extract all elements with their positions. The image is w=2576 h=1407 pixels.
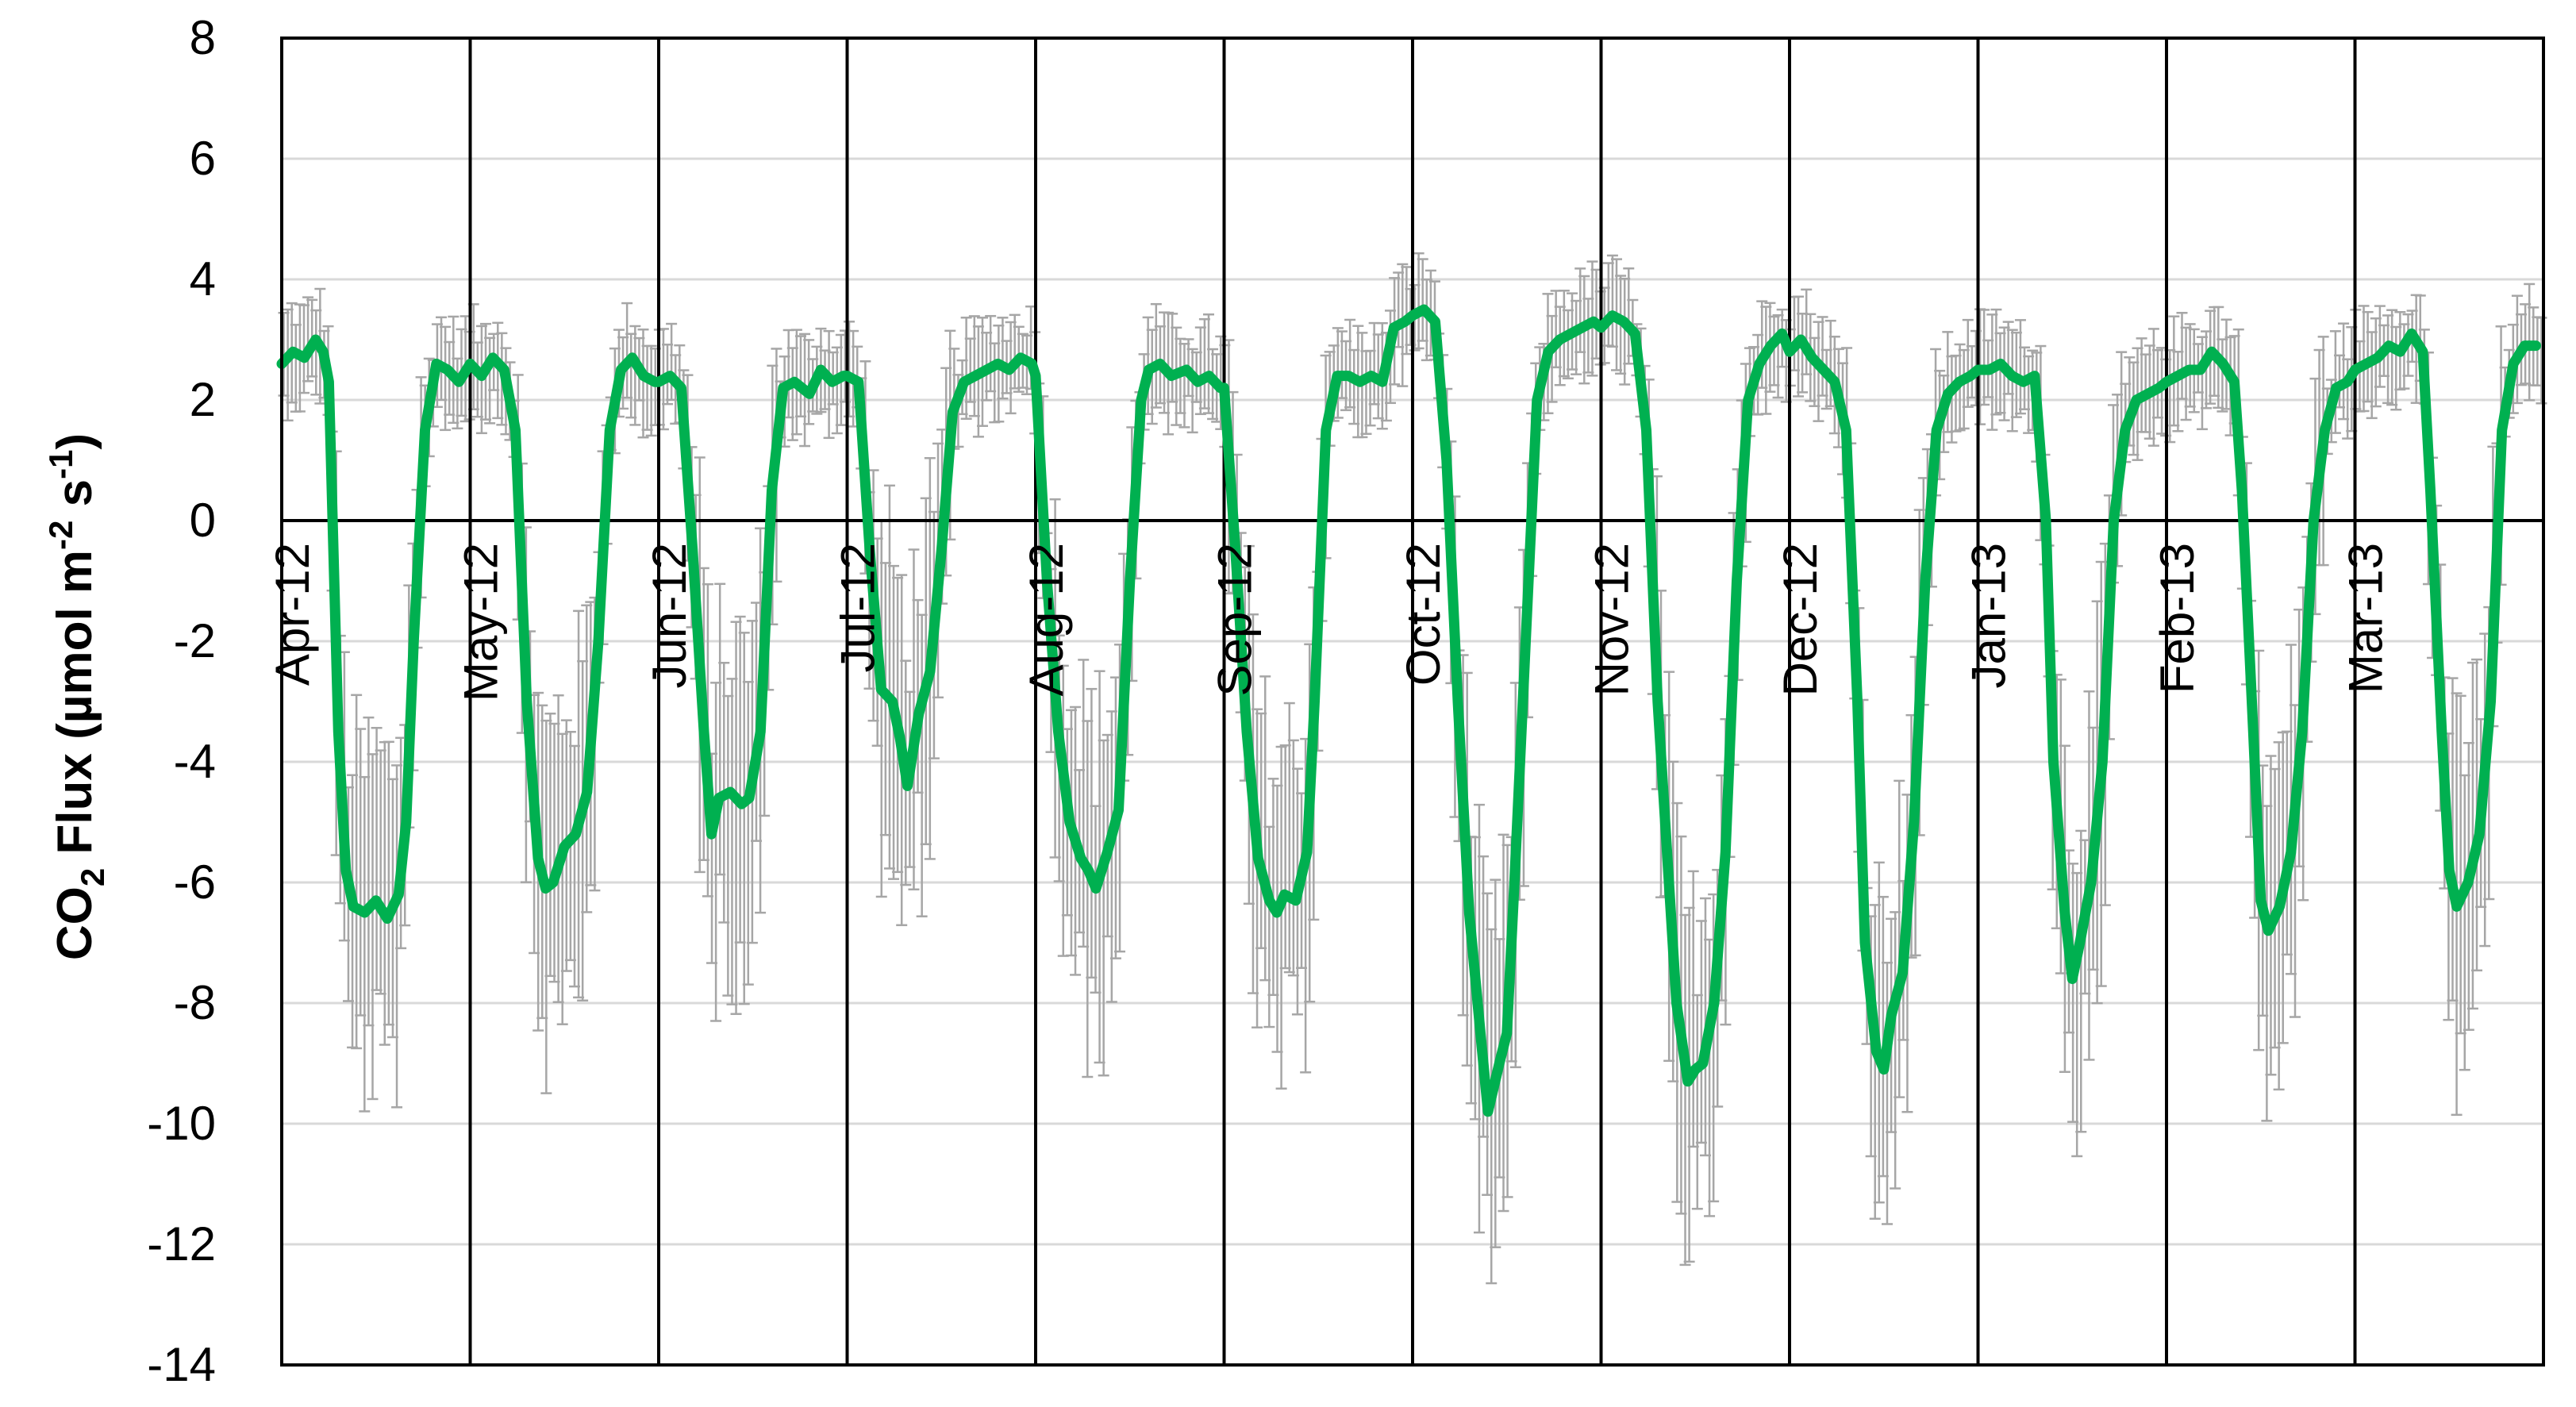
y-axis-tick-labels: 8 6 4 2 0 -2 -4 -6 -8 -10 -12 -14 <box>147 11 216 1391</box>
y-tick-label: 8 <box>190 11 216 64</box>
y-tick-label: -14 <box>147 1338 216 1391</box>
y-tick-label: 2 <box>190 373 216 426</box>
y-tick-label: 4 <box>190 252 216 306</box>
month-label: Oct-12 <box>1397 543 1450 686</box>
y-tick-label: 0 <box>190 494 216 547</box>
y-tick-label: -2 <box>174 614 216 667</box>
y-axis-title: CO2 Flux (µmol m-2 s-1) <box>42 433 111 960</box>
y-tick-label: -10 <box>147 1097 216 1150</box>
month-labels: Apr-12 May-12 Jun-12 Jul-12 Aug-12 Sep-12 Oct-… <box>266 543 2393 702</box>
y-tick-label: -6 <box>174 855 216 909</box>
month-label: May-12 <box>455 543 508 702</box>
y-tick-label: -4 <box>174 735 216 788</box>
month-label: Nov-12 <box>1586 543 1639 696</box>
month-label: Apr-12 <box>266 543 319 686</box>
y-tick-label: -8 <box>174 976 216 1029</box>
co2-flux-series-line <box>276 304 2541 1117</box>
y-tick-label: 6 <box>190 132 216 185</box>
month-label: Jul-12 <box>832 543 885 672</box>
month-label: Sep-12 <box>1209 543 1262 696</box>
month-label: Jan-13 <box>1963 543 2016 688</box>
plot-area-frame <box>280 37 2545 1367</box>
y-tick-label: -12 <box>147 1217 216 1271</box>
month-divider-lines <box>468 38 2357 1365</box>
month-label: Mar-13 <box>2340 543 2393 694</box>
month-label: Feb-13 <box>2151 543 2204 694</box>
month-label: Jun-12 <box>643 543 696 688</box>
month-label: Dec-12 <box>1774 543 1827 696</box>
month-label: Aug-12 <box>1020 543 1073 696</box>
